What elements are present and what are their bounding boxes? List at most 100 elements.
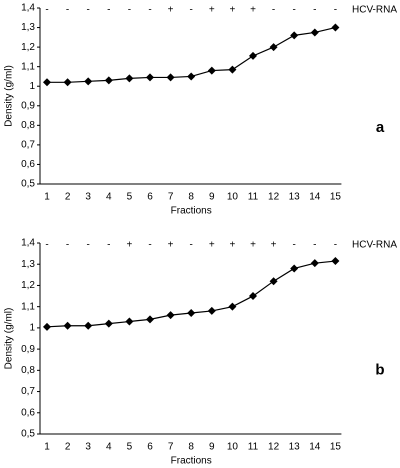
- x-tick-label: 11: [248, 192, 259, 203]
- y-tick-label: 1,2: [21, 42, 35, 53]
- x-tick-label: 11: [248, 442, 259, 453]
- annotation: +: [209, 240, 215, 251]
- x-tick-label: 9: [209, 442, 215, 453]
- x-tick-label: 7: [168, 442, 174, 453]
- marker: [84, 321, 93, 330]
- x-tick-label: 2: [65, 442, 71, 453]
- annotation: -: [293, 5, 296, 16]
- x-tick-label: 5: [127, 192, 133, 203]
- annotation: -: [128, 5, 131, 16]
- x-tick-label: 6: [147, 192, 153, 203]
- marker: [125, 317, 134, 326]
- marker: [269, 43, 278, 52]
- x-tick-label: 3: [85, 442, 91, 453]
- marker: [43, 78, 51, 87]
- marker: [249, 51, 257, 60]
- x-tick-label: 8: [188, 192, 194, 203]
- annotation: +: [250, 5, 256, 16]
- y-tick-label: 0,8: [21, 365, 35, 376]
- annotation: -: [293, 240, 296, 251]
- annotation: +: [168, 240, 174, 251]
- marker: [207, 66, 216, 75]
- x-tick-label: 4: [106, 442, 112, 453]
- marker: [166, 73, 175, 82]
- y-tick-label: 1,3: [21, 259, 35, 270]
- annotation: -: [190, 5, 193, 16]
- annotation: +: [250, 240, 256, 251]
- x-tick-label: 12: [268, 442, 280, 453]
- annotation: +: [126, 240, 132, 251]
- y-tick-label: 0,5: [21, 429, 35, 440]
- marker: [331, 257, 340, 266]
- x-tick-label: 2: [65, 192, 71, 203]
- marker: [146, 315, 154, 324]
- marker: [104, 319, 113, 328]
- annotation: -: [87, 240, 90, 251]
- x-axis-label: Fractions: [171, 206, 212, 217]
- y-tick-label: 0,5: [21, 179, 35, 190]
- annotation: +: [168, 5, 174, 16]
- x-tick-label: 10: [227, 442, 239, 453]
- x-tick-label: 9: [209, 192, 215, 203]
- x-tick-label: 1: [44, 442, 50, 453]
- x-tick-label: 8: [188, 442, 194, 453]
- x-tick-label: 13: [289, 442, 301, 453]
- annotation: +: [229, 5, 235, 16]
- annotation: -: [107, 240, 110, 251]
- annotation: -: [148, 240, 151, 251]
- marker: [166, 311, 175, 320]
- y-tick-label: 1,1: [21, 301, 35, 312]
- x-tick-label: 12: [268, 192, 280, 203]
- marker: [63, 78, 72, 87]
- marker: [290, 264, 299, 273]
- marker: [125, 74, 134, 83]
- marker: [84, 77, 93, 86]
- marker: [290, 31, 299, 40]
- x-tick-label: 7: [168, 192, 174, 203]
- annotation: -: [66, 240, 69, 251]
- annotation: +: [209, 5, 215, 16]
- annotation: -: [313, 5, 316, 16]
- annotation: -: [334, 5, 337, 16]
- marker: [187, 72, 196, 81]
- marker: [104, 76, 113, 85]
- y-tick-label: 1,3: [21, 22, 35, 33]
- y-tick-label: 0,9: [21, 344, 35, 355]
- y-tick-label: 1,4: [21, 238, 35, 249]
- annotation: -: [190, 240, 193, 251]
- y-axis-label: Density (g/ml): [4, 65, 15, 127]
- y-tick-label: 0,9: [21, 100, 35, 111]
- marker: [331, 23, 340, 32]
- annotation-label: HCV-RNA: [352, 5, 397, 16]
- x-tick-label: 6: [147, 442, 153, 453]
- annotation: -: [272, 5, 275, 16]
- y-tick-label: 0,7: [21, 386, 35, 397]
- marker: [187, 309, 196, 318]
- marker: [43, 322, 51, 331]
- x-tick-label: 13: [289, 192, 301, 203]
- x-tick-label: 15: [330, 192, 342, 203]
- annotation: +: [271, 240, 277, 251]
- marker: [63, 321, 72, 330]
- annotation: -: [107, 5, 110, 16]
- y-tick-label: 0,6: [21, 159, 35, 170]
- x-tick-label: 5: [127, 442, 133, 453]
- marker: [228, 302, 237, 311]
- marker: [249, 292, 257, 301]
- marker: [228, 65, 237, 74]
- y-tick-label: 1: [29, 323, 35, 334]
- panel-label: b: [375, 361, 384, 378]
- x-axis-label: Fractions: [171, 456, 212, 467]
- x-tick-label: 10: [227, 192, 239, 203]
- x-tick-label: 1: [44, 192, 50, 203]
- y-axis-label: Density (g/ml): [4, 308, 15, 370]
- marker: [207, 306, 216, 315]
- annotation: -: [334, 240, 337, 251]
- marker: [310, 28, 319, 37]
- y-tick-label: 0,6: [21, 407, 35, 418]
- annotation: -: [45, 5, 48, 16]
- y-tick-label: 1,4: [21, 3, 35, 14]
- y-tick-label: 1: [29, 81, 35, 92]
- marker: [146, 73, 154, 82]
